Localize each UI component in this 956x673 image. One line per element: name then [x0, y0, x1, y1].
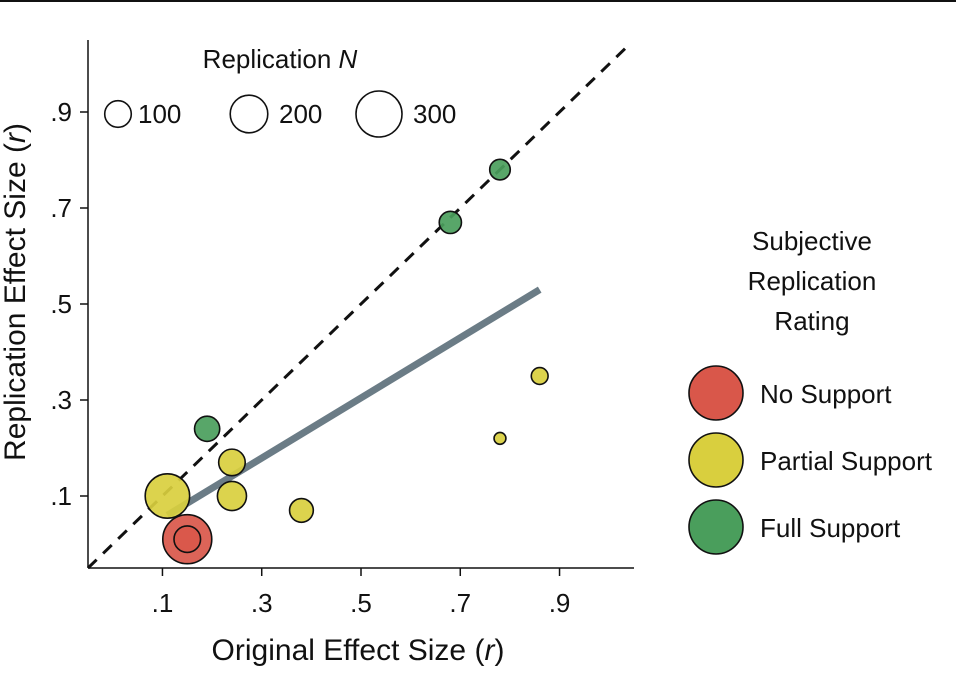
size-legend: Replication N 100 200 300 [103, 44, 456, 138]
y-tick-label: .5 [50, 289, 72, 319]
size-legend-title-italic: N [339, 44, 358, 74]
x-tick-label: .9 [549, 588, 571, 618]
size-legend-label: 200 [279, 99, 322, 129]
data-point-partial-support [288, 497, 315, 524]
color-legend: Subjective Replication Rating No Support Par… [688, 226, 933, 555]
regression-fit-line [165, 286, 542, 519]
y-tick-label: .3 [50, 385, 72, 415]
y-axis-ticks: .1 .3 .5 .7 .9 [50, 97, 88, 511]
size-legend-label: 100 [138, 99, 181, 129]
data-point-partial-support [530, 366, 549, 386]
y-tick-label: .9 [50, 97, 72, 127]
data-point-full-support [438, 210, 463, 235]
y-tick-label: .1 [50, 481, 72, 511]
x-tick-label: .1 [152, 588, 174, 618]
plot-area [86, 43, 631, 570]
data-point-partial-support [217, 448, 247, 477]
data-point-partial-support [216, 480, 248, 512]
data-points [144, 158, 549, 565]
x-tick-label: .5 [350, 588, 372, 618]
data-point-full-support [193, 415, 221, 443]
y-axis-label-italic: r [0, 132, 32, 143]
y-tick-label: .7 [50, 193, 72, 223]
y-axis-label: Replication Effect Size (r) [0, 123, 32, 461]
x-axis-label-text: Original Effect Size [212, 634, 467, 667]
data-point-full-support [488, 158, 512, 181]
color-legend-label: Partial Support [760, 446, 933, 476]
size-legend-title: Replication N [203, 44, 358, 74]
color-legend-label: No Support [760, 379, 892, 409]
color-legend-swatch [688, 499, 744, 555]
color-legend-title-line: Subjective [752, 226, 872, 256]
size-legend-title-text: Replication [203, 44, 332, 74]
x-tick-label: .7 [449, 588, 471, 618]
size-legend-circle [229, 94, 269, 134]
size-legend-label: 300 [413, 99, 456, 129]
x-axis-label-italic: r [484, 634, 495, 667]
size-legend-circle [103, 99, 133, 129]
x-tick-label: .3 [251, 588, 273, 618]
top-border [0, 0, 956, 2]
color-legend-swatch [688, 432, 744, 488]
color-legend-swatch [688, 365, 744, 421]
data-point-partial-support [493, 431, 507, 446]
color-legend-title-line: Rating [774, 306, 849, 336]
data-point-no-support [173, 525, 202, 554]
y-axis-label-text: Replication Effect Size [0, 161, 32, 461]
data-point-partial-support [144, 472, 191, 520]
color-legend-title-line: Replication [748, 266, 877, 296]
x-axis-ticks: .1 .3 .5 .7 .9 [152, 568, 571, 618]
color-legend-label: Full Support [760, 513, 901, 543]
size-legend-circle [355, 90, 403, 138]
x-axis-label: Original Effect Size (r) [212, 634, 505, 667]
